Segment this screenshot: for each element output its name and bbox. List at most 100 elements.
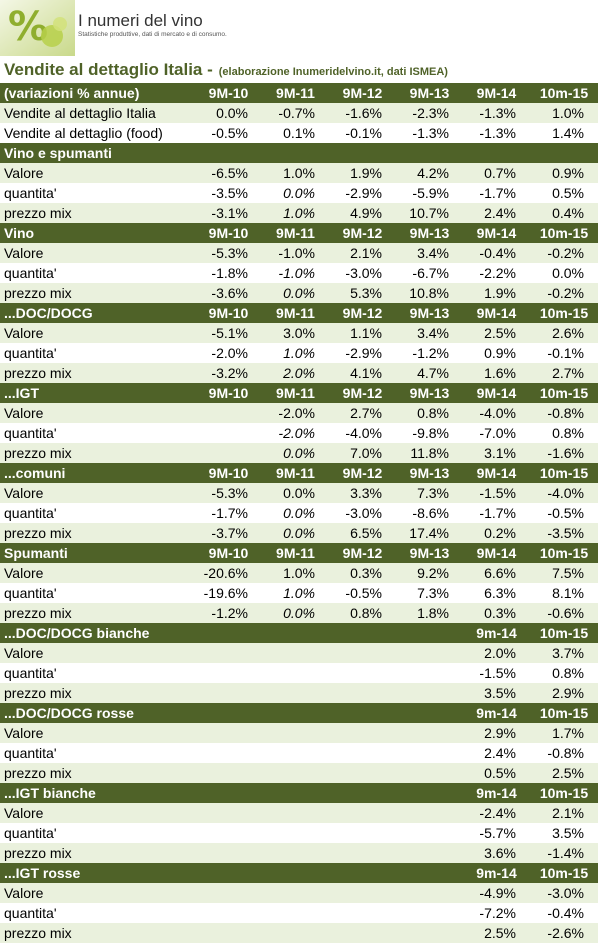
column-header xyxy=(195,863,262,883)
value-cell: 3.3% xyxy=(329,483,396,503)
value-cell: 3.5% xyxy=(463,683,530,703)
value-cell xyxy=(396,923,463,943)
value-cell: 1.0% xyxy=(262,203,329,223)
column-header: 9M-13 xyxy=(396,83,463,103)
section-title: ...DOC/DOCG bianche xyxy=(0,623,195,643)
value-cell: -1.0% xyxy=(262,243,329,263)
value-cell: 1.8% xyxy=(396,603,463,623)
column-header xyxy=(195,623,262,643)
value-cell: 0.3% xyxy=(329,563,396,583)
row-label: quantita' xyxy=(0,503,195,523)
column-header: 9M-10 xyxy=(195,303,262,323)
value-cell: 10.8% xyxy=(396,283,463,303)
column-header xyxy=(396,783,463,803)
section-title: ...IGT xyxy=(0,383,195,403)
data-row: quantita' -1.7% 0.0% -3.0% -8.6% -1.7% -0.5% xyxy=(0,503,598,523)
column-header xyxy=(396,863,463,883)
value-cell xyxy=(262,923,329,943)
table-body: (variazioni % annue) 9M-10 9M-11 9M-12 9M-13… xyxy=(0,83,598,943)
value-cell: 1.0% xyxy=(530,103,598,123)
value-cell xyxy=(329,803,396,823)
value-cell: -0.5% xyxy=(195,123,262,143)
row-label: Valore xyxy=(0,323,195,343)
value-cell: 1.7% xyxy=(530,723,598,743)
value-cell: 0.7% xyxy=(463,163,530,183)
value-cell: -0.8% xyxy=(530,743,598,763)
value-cell: -2.9% xyxy=(329,343,396,363)
column-header: 9M-13 xyxy=(396,383,463,403)
row-label: prezzo mix xyxy=(0,203,195,223)
value-cell: 6.3% xyxy=(463,583,530,603)
heading: Vendite al dettaglio Italia - (elaborazio… xyxy=(4,60,448,80)
value-cell xyxy=(396,723,463,743)
column-header: 9m-14 xyxy=(463,863,530,883)
column-header xyxy=(329,143,396,163)
data-table: (variazioni % annue) 9M-10 9M-11 9M-12 9M-13… xyxy=(0,83,598,943)
column-header: 9M-12 xyxy=(329,303,396,323)
value-cell xyxy=(396,803,463,823)
value-cell: -0.1% xyxy=(329,123,396,143)
value-cell xyxy=(329,903,396,923)
value-cell: -0.5% xyxy=(530,503,598,523)
data-row: Valore -5.3% -1.0% 2.1% 3.4% -0.4% -0.2% xyxy=(0,243,598,263)
value-cell: 2.9% xyxy=(530,683,598,703)
value-cell: -3.5% xyxy=(195,183,262,203)
row-label: quantita' xyxy=(0,823,195,843)
column-header xyxy=(195,783,262,803)
value-cell: -1.5% xyxy=(463,483,530,503)
data-row: quantita' -2.0% -4.0% -9.8% -7.0% 0.8% xyxy=(0,423,598,443)
row-label: Valore xyxy=(0,883,195,903)
value-cell: 4.9% xyxy=(329,203,396,223)
section-header-row: Spumanti 9M-10 9M-11 9M-12 9M-13 9M-14 10m-15 xyxy=(0,543,598,563)
row-label: prezzo mix xyxy=(0,923,195,943)
data-row: prezzo mix 2.5% -2.6% xyxy=(0,923,598,943)
value-cell: 1.4% xyxy=(530,123,598,143)
data-row: prezzo mix 3.6% -1.4% xyxy=(0,843,598,863)
heading-title: Vendite al dettaglio Italia - xyxy=(4,60,213,79)
section-title: (variazioni % annue) xyxy=(0,83,195,103)
column-header: 10m-15 xyxy=(530,223,598,243)
value-cell: -4.0% xyxy=(463,403,530,423)
column-header: 9M-14 xyxy=(463,543,530,563)
value-cell xyxy=(262,643,329,663)
column-header: 9M-13 xyxy=(396,463,463,483)
section-header-row: ...IGT rosse 9m-14 10m-15 xyxy=(0,863,598,883)
row-label: quantita' xyxy=(0,423,195,443)
column-header: 9M-11 xyxy=(262,223,329,243)
value-cell: 8.1% xyxy=(530,583,598,603)
data-row: prezzo mix -3.6% 0.0% 5.3% 10.8% 1.9% -0.2% xyxy=(0,283,598,303)
column-header: 9M-14 xyxy=(463,303,530,323)
row-label: Valore xyxy=(0,803,195,823)
brand-title: I numeri del vino xyxy=(78,11,203,30)
value-cell: -1.7% xyxy=(463,503,530,523)
value-cell: -0.1% xyxy=(530,343,598,363)
section-title: Vino e spumanti xyxy=(0,143,195,163)
value-cell xyxy=(329,723,396,743)
column-header: 9M-12 xyxy=(329,383,396,403)
value-cell: 7.3% xyxy=(396,583,463,603)
value-cell: 0.4% xyxy=(530,203,598,223)
value-cell xyxy=(396,763,463,783)
value-cell: -2.2% xyxy=(463,263,530,283)
value-cell xyxy=(396,663,463,683)
value-cell: -1.3% xyxy=(463,123,530,143)
value-cell: 2.1% xyxy=(329,243,396,263)
value-cell: -1.2% xyxy=(396,343,463,363)
value-cell xyxy=(195,763,262,783)
column-header: 10m-15 xyxy=(530,383,598,403)
value-cell: 0.8% xyxy=(396,403,463,423)
value-cell: -2.6% xyxy=(530,923,598,943)
row-label: Valore xyxy=(0,403,195,423)
value-cell: -4.9% xyxy=(463,883,530,903)
value-cell xyxy=(329,763,396,783)
column-header xyxy=(530,143,598,163)
value-cell xyxy=(195,743,262,763)
value-cell: 2.5% xyxy=(463,923,530,943)
value-cell xyxy=(396,823,463,843)
value-cell xyxy=(262,803,329,823)
value-cell: 2.7% xyxy=(329,403,396,423)
value-cell: 0.0% xyxy=(262,523,329,543)
svg-text:%: % xyxy=(8,4,48,50)
value-cell xyxy=(195,643,262,663)
value-cell: 2.5% xyxy=(530,763,598,783)
